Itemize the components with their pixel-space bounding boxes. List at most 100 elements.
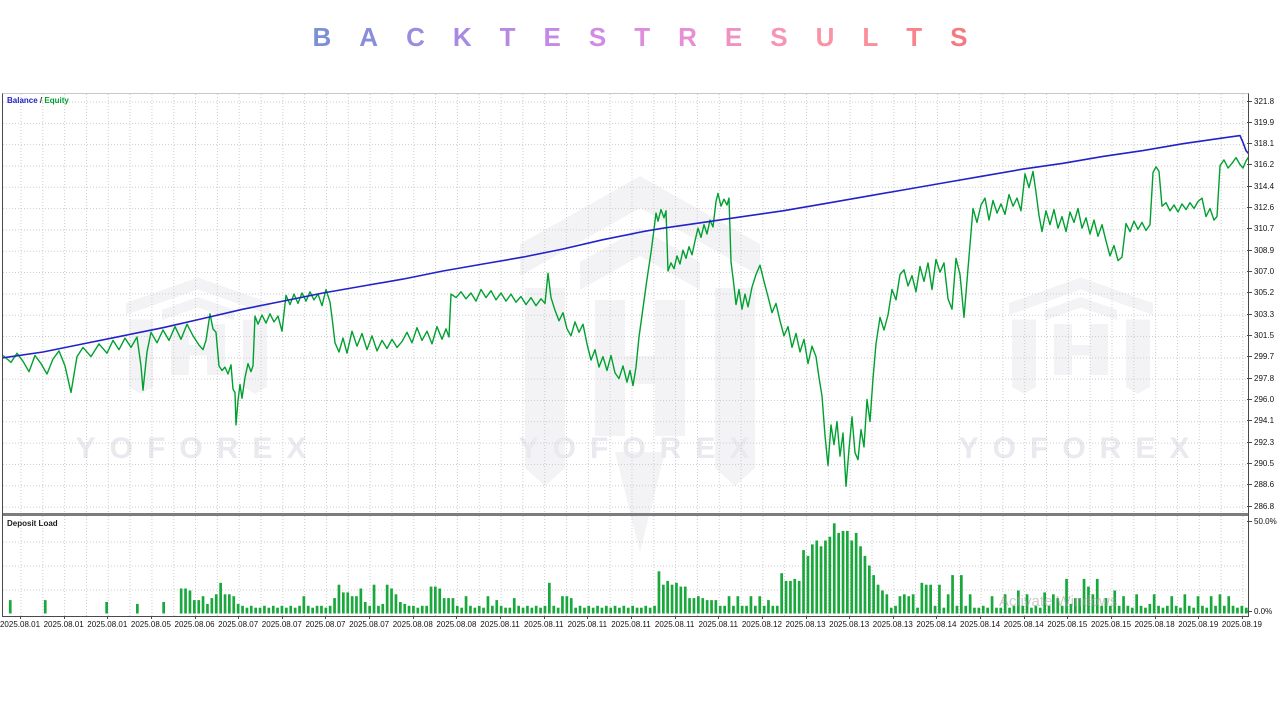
y-axis-label: 292.3 <box>1254 437 1275 447</box>
x-axis-tick <box>150 616 152 619</box>
x-axis-label: 2025.08.14 <box>1003 620 1044 629</box>
x-axis-label: 2025.08.11 <box>654 620 695 629</box>
title-letter: B <box>312 21 332 52</box>
y-axis-label: 308.9 <box>1254 245 1275 255</box>
activate-windows-text: Activate Windows <box>999 593 1118 610</box>
title-letter: E <box>543 21 561 52</box>
y-axis-tick <box>1247 313 1252 315</box>
x-axis-label: 2025.08.08 <box>436 620 477 629</box>
x-axis-tick <box>630 616 632 619</box>
x-axis-label: 2025.08.11 <box>611 620 651 629</box>
x-axis-tick <box>1198 616 1200 619</box>
title-letter: S <box>588 21 607 52</box>
x-axis-tick <box>238 616 240 619</box>
y-axis-tick <box>1247 462 1252 464</box>
y-axis-tick <box>1247 377 1252 379</box>
x-axis-label: 2025.08.07 <box>261 620 302 629</box>
deposit-load-chart[interactable] <box>3 516 1248 616</box>
chart-legend: Balance / Equity <box>7 96 69 105</box>
x-axis-label: 2025.08.15 <box>1090 620 1132 629</box>
x-axis-label: 2025.08.11 <box>698 620 738 629</box>
x-axis-tick <box>805 616 807 619</box>
x-axis-label: 2025.08.13 <box>872 620 913 629</box>
x-axis-tick <box>369 616 371 619</box>
x-axis-tick <box>20 616 21 619</box>
x-axis-label: 2025.08.13 <box>829 620 870 629</box>
x-axis-label: 2025.08.08 <box>392 620 433 629</box>
x-axis-label: 2025.08.06 <box>174 620 215 629</box>
x-axis-label: 2025.08.01 <box>43 620 84 629</box>
x-axis-label: 2025.08.05 <box>130 620 171 629</box>
x-axis-tick <box>1111 616 1112 619</box>
x-axis-tick <box>936 616 938 619</box>
y-axis-tick <box>1247 398 1252 400</box>
x-axis-label: 2025.08.07 <box>218 620 259 629</box>
title-letter: T <box>499 21 516 52</box>
y-axis-tick <box>1247 505 1252 507</box>
x-axis-label: 2025.08.19 <box>1178 620 1219 629</box>
y-axis-label: 286.8 <box>1254 501 1275 511</box>
x-axis-tick <box>1023 616 1025 619</box>
y-axis-tick <box>1247 356 1252 358</box>
legend-slash: / <box>37 96 45 105</box>
y-axis-tick <box>1247 100 1252 102</box>
watermark-text-center: YOFOREX <box>518 432 764 465</box>
y-axis-tick <box>1247 143 1252 145</box>
x-axis-tick <box>63 616 65 619</box>
y-axis: 321.8 319.9 318.1 316.2 314.4 312.6 310.7 308.9… <box>1247 93 1280 625</box>
y-axis-tick <box>1247 292 1252 294</box>
title-letter: S <box>950 21 968 52</box>
deposit-load-label: Deposit Load <box>7 519 58 528</box>
y-axis-tick <box>1247 335 1252 337</box>
x-axis-tick <box>892 616 894 619</box>
y-axis-label: 296.0 <box>1254 394 1275 404</box>
title-letter: K <box>452 21 472 52</box>
y-axis-label: 290.5 <box>1254 458 1275 468</box>
y-axis-label: 310.7 <box>1254 224 1275 234</box>
x-axis-tick <box>761 616 763 619</box>
chart-container: Balance / Equity Deposit Load Activate W… <box>2 93 1249 617</box>
x-axis-label: 2025.08.13 <box>785 620 826 629</box>
x-axis-tick <box>325 616 327 619</box>
x-axis-tick <box>1154 616 1156 619</box>
deposit-axis-max-label: 50.0% <box>1254 517 1277 526</box>
y-axis-label: 303.3 <box>1254 309 1275 319</box>
y-axis-tick <box>1247 484 1252 486</box>
x-axis-label: 2025.08.01 <box>87 620 128 629</box>
x-axis-tick <box>849 616 851 619</box>
x-axis-label: 2025.08.07 <box>349 620 390 629</box>
x-axis-tick <box>587 616 589 619</box>
watermark-text-right: YOFOREX <box>958 432 1204 465</box>
y-axis-tick <box>1247 420 1252 422</box>
deposit-axis-min-label: 0.0% <box>1254 607 1273 616</box>
y-axis-label: 299.7 <box>1254 352 1275 362</box>
x-axis-label: 2025.08.14 <box>916 620 957 629</box>
watermark-text-left: YOFOREX <box>75 432 321 465</box>
y-axis-label: 301.5 <box>1254 331 1275 341</box>
x-axis-label: 2025.08.14 <box>960 620 1001 629</box>
y-axis-label: 305.2 <box>1254 288 1275 298</box>
y-axis-tick <box>1247 441 1252 443</box>
y-axis-tick <box>1247 271 1252 273</box>
balance-equity-chart[interactable] <box>3 94 1248 513</box>
deposit-axis-tick <box>1247 521 1252 522</box>
yoforex-shield-icon <box>126 277 270 394</box>
y-axis-label: 314.4 <box>1254 181 1275 191</box>
y-axis-label: 307.0 <box>1254 267 1275 277</box>
x-axis-tick <box>1067 616 1069 619</box>
x-axis-label: 2025.08.12 <box>741 620 782 629</box>
title-letter: E <box>724 21 743 52</box>
x-axis-tick <box>980 616 982 619</box>
y-axis-label: 294.1 <box>1254 416 1275 426</box>
y-axis-tick <box>1247 228 1252 230</box>
x-axis-label: 2025.08.19 <box>1221 620 1262 629</box>
x-axis-label: 2025.08.01 <box>0 620 41 629</box>
x-axis-tick <box>281 616 283 619</box>
x-axis-tick <box>500 616 502 619</box>
y-axis-tick <box>1247 164 1252 166</box>
x-axis-tick <box>107 616 109 619</box>
x-axis-tick <box>718 616 720 619</box>
x-axis-tick <box>456 616 458 619</box>
y-axis-label: 319.9 <box>1254 117 1275 127</box>
